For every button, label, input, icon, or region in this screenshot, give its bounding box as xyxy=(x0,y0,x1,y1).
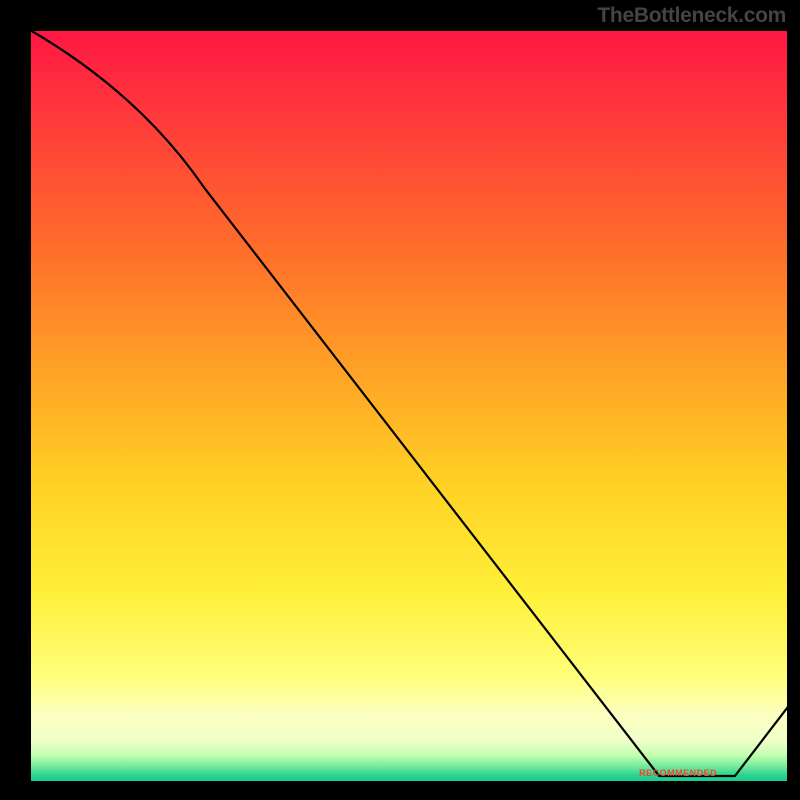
chart-background xyxy=(30,30,788,782)
bottleneck-chart: RECOMMENDED xyxy=(0,0,800,800)
recommended-label: RECOMMENDED xyxy=(639,768,717,778)
watermark-text: TheBottleneck.com xyxy=(597,4,786,28)
